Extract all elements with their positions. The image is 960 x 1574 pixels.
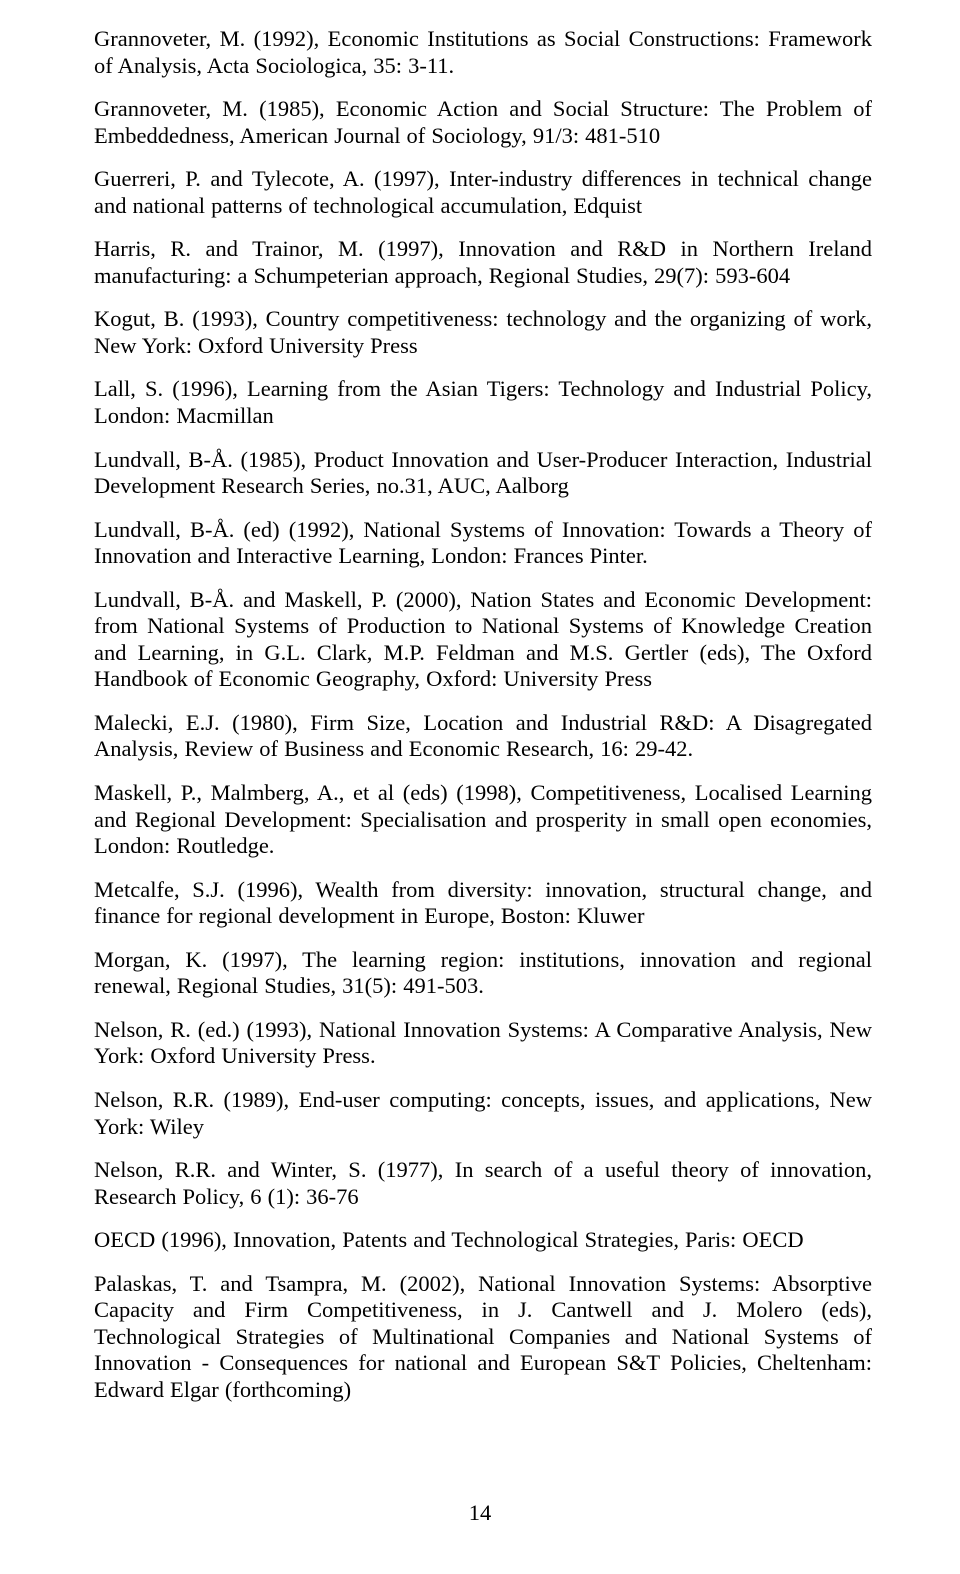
reference-entry: Grannoveter, M. (1992), Economic Institu…: [94, 26, 872, 79]
page: Grannoveter, M. (1992), Economic Institu…: [0, 0, 960, 1574]
reference-entry: Nelson, R.R. and Winter, S. (1977), In s…: [94, 1157, 872, 1210]
reference-entry: Grannoveter, M. (1985), Economic Action …: [94, 96, 872, 149]
reference-entry: Palaskas, T. and Tsampra, M. (2002), Nat…: [94, 1271, 872, 1404]
reference-entry: Lall, S. (1996), Learning from the Asian…: [94, 376, 872, 429]
reference-entry: OECD (1996), Innovation, Patents and Tec…: [94, 1227, 872, 1254]
reference-entry: Lundvall, B-Å. (1985), Product Innovatio…: [94, 447, 872, 500]
page-number: 14: [0, 1500, 960, 1526]
reference-entry: Kogut, B. (1993), Country competitivenes…: [94, 306, 872, 359]
reference-entry: Lundvall, B-Å. and Maskell, P. (2000), N…: [94, 587, 872, 693]
reference-entry: Lundvall, B-Å. (ed) (1992), National Sys…: [94, 517, 872, 570]
reference-entry: Nelson, R.R. (1989), End-user computing:…: [94, 1087, 872, 1140]
reference-entry: Morgan, K. (1997), The learning region: …: [94, 947, 872, 1000]
reference-entry: Metcalfe, S.J. (1996), Wealth from diver…: [94, 877, 872, 930]
reference-entry: Malecki, E.J. (1980), Firm Size, Locatio…: [94, 710, 872, 763]
reference-entry: Maskell, P., Malmberg, A., et al (eds) (…: [94, 780, 872, 860]
reference-entry: Guerreri, P. and Tylecote, A. (1997), In…: [94, 166, 872, 219]
reference-entry: Nelson, R. (ed.) (1993), National Innova…: [94, 1017, 872, 1070]
reference-entry: Harris, R. and Trainor, M. (1997), Innov…: [94, 236, 872, 289]
